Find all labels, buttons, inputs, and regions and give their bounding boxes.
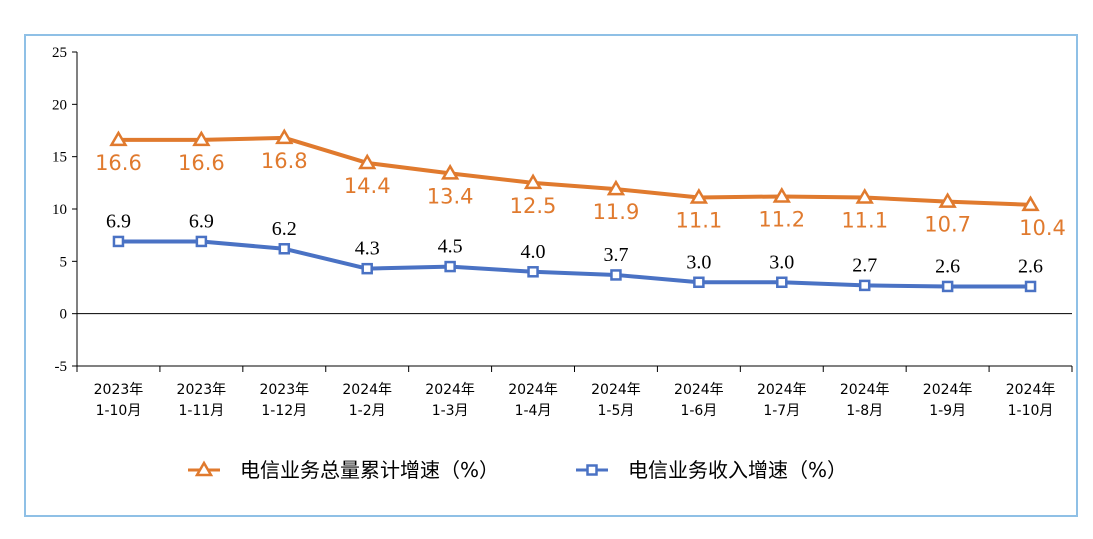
data-label: 11.9 (593, 200, 640, 224)
data-label: 14.4 (344, 174, 391, 198)
data-label: 2.7 (852, 254, 877, 276)
square-marker (693, 276, 705, 289)
data-label: 16.6 (95, 151, 142, 175)
x-tick-label: 1-4月 (515, 403, 552, 419)
y-tick-label: 10 (52, 202, 67, 218)
series-line-1 (118, 135, 1031, 207)
triangle-marker (275, 128, 294, 145)
y-tick-label: -5 (55, 359, 68, 375)
x-tick-label: 2023年 (177, 382, 227, 398)
data-label: 11.2 (758, 207, 805, 231)
triangle-marker (109, 130, 128, 147)
legend-triangle-icon (194, 460, 214, 477)
data-label: 2.6 (935, 255, 960, 277)
x-tick-label: 1-12月 (261, 403, 307, 419)
data-label: 10.4 (1019, 216, 1066, 240)
data-label: 4.5 (438, 236, 463, 258)
data-label: 6.9 (106, 210, 131, 232)
square-marker (941, 280, 954, 293)
square-marker (776, 276, 788, 289)
y-tick-label: 0 (60, 307, 68, 323)
data-label: 3.7 (603, 244, 628, 266)
y-tick-label: 20 (52, 97, 67, 113)
x-tick-label: 2023年 (259, 382, 309, 398)
y-tick-label: 15 (52, 150, 67, 166)
legend-label: 电信业务收入增速（%） (628, 458, 847, 482)
chart-frame: 25 20 15 10 5 0 -5 2023年 1-10月 2023年 1-11月 2023年 1-1… (24, 34, 1078, 517)
data-label: 6.2 (272, 218, 297, 240)
data-label: 13.4 (427, 184, 474, 208)
x-tick-label: 1-5月 (598, 403, 635, 419)
x-tick-label: 2024年 (425, 382, 475, 398)
x-tick-label: 2024年 (923, 382, 973, 398)
triangle-marker (689, 188, 709, 204)
square-marker (278, 243, 291, 255)
x-tick-label: 2024年 (840, 382, 890, 398)
triangle-marker (772, 186, 791, 203)
data-label: 3.0 (769, 251, 794, 273)
x-tick-label: 1-10月 (1008, 403, 1054, 419)
x-tick-label: 1-10月 (96, 403, 142, 419)
x-tick-label: 1-6月 (680, 403, 717, 419)
triangle-marker (606, 179, 626, 196)
square-marker (1024, 280, 1037, 293)
triangle-marker (440, 163, 460, 180)
data-label: 6.9 (189, 210, 214, 232)
series-layer (109, 128, 1040, 293)
x-tick-label: 2024年 (1006, 382, 1056, 398)
data-label: 12.5 (510, 194, 557, 218)
triangle-marker (192, 130, 211, 147)
x-tick-label: 2023年 (94, 382, 144, 398)
legend: 电信业务总量累计增速（%） 电信业务收入增速（%） (188, 458, 847, 482)
legend-square-icon (586, 464, 598, 476)
legend-label: 电信业务总量累计增速（%） (240, 458, 499, 482)
data-label: 16.8 (261, 149, 308, 173)
x-tick-label: 1-9月 (929, 403, 966, 419)
triangle-marker (1021, 195, 1040, 212)
triangle-marker (358, 153, 377, 170)
x-tick-label: 1-2月 (349, 403, 386, 419)
square-marker (610, 269, 622, 281)
x-tick-label: 2024年 (342, 382, 392, 398)
square-marker (361, 262, 373, 275)
x-tick-label: 2024年 (674, 382, 724, 398)
x-tick-label: 2024年 (591, 382, 641, 398)
y-tick-label: 25 (52, 45, 67, 61)
square-marker (195, 235, 208, 248)
x-tick-label: 1-8月 (846, 403, 883, 419)
data-label: 16.6 (178, 151, 225, 175)
square-marker (858, 279, 871, 292)
data-label: 3.0 (686, 251, 711, 273)
triangle-marker (855, 188, 874, 204)
data-labels: 16.6 16.6 16.8 14.4 13.4 12.5 11.9 11.1 11.2 11.1… (95, 149, 1066, 278)
square-marker (112, 235, 125, 248)
x-tick-label: 1-3月 (432, 403, 469, 419)
y-tick-label: 5 (60, 254, 68, 270)
square-marker (527, 266, 539, 278)
data-label: 4.3 (355, 238, 380, 260)
line-chart: 25 20 15 10 5 0 -5 2023年 1-10月 2023年 1-11月 2023年 1-1… (52, 45, 1073, 482)
axes: 25 20 15 10 5 0 -5 2023年 1-10月 2023年 1-11月 2023年 1-1… (52, 45, 1073, 419)
data-label: 11.1 (841, 208, 888, 232)
x-tick-label: 2024年 (757, 382, 807, 398)
x-tick-label: 1-7月 (763, 403, 800, 419)
data-label: 11.1 (675, 208, 722, 232)
triangle-marker (523, 173, 543, 190)
x-tick-label: 1-11月 (178, 403, 224, 419)
triangle-marker (938, 192, 957, 208)
data-label: 2.6 (1018, 255, 1043, 277)
series-line-2 (118, 239, 1031, 289)
data-label: 10.7 (924, 213, 971, 237)
x-tick-label: 2024年 (508, 382, 558, 398)
square-marker (444, 260, 456, 273)
data-label: 4.0 (521, 241, 546, 263)
